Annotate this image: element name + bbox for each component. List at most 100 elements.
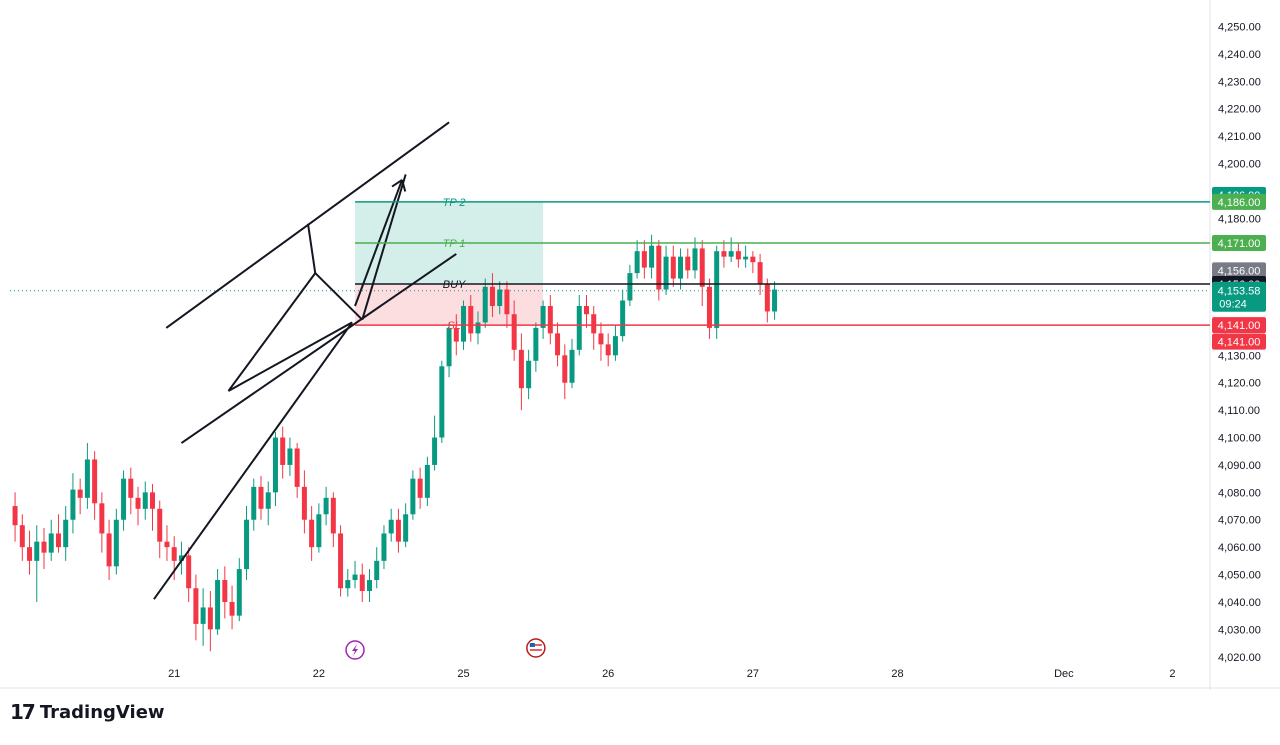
candle-body — [489, 286, 495, 306]
candle-body — [280, 437, 286, 465]
candle-body — [294, 448, 300, 487]
candle-body — [583, 305, 589, 315]
candle-body — [432, 437, 438, 465]
level-label-buy: BUY — [443, 279, 466, 291]
candle-body — [540, 305, 546, 328]
candle-body — [757, 262, 763, 285]
candle-body — [569, 349, 575, 383]
candle-body — [164, 541, 170, 548]
brand-name: TradingView — [39, 701, 165, 723]
candle-body — [330, 497, 336, 534]
price-axis-tag-label: 4,186.00 — [1218, 197, 1261, 209]
candle-body — [48, 533, 54, 553]
price-axis-tag-label: 4,141.00 — [1218, 337, 1261, 349]
y-tick-label: 4,200.00 — [1218, 158, 1261, 170]
y-tick-label: 4,030.00 — [1218, 624, 1261, 636]
candle-body — [475, 322, 481, 334]
last-price-label: 4,153.58 — [1218, 286, 1261, 298]
candle-body — [395, 519, 401, 542]
candle-body — [555, 333, 561, 356]
candle-body — [258, 486, 264, 509]
candle-body — [612, 336, 618, 356]
candle-body — [345, 580, 351, 589]
y-tick-label: 4,220.00 — [1218, 104, 1261, 116]
candle-body — [576, 305, 582, 350]
candle-body — [453, 327, 459, 342]
candle-body — [77, 489, 83, 498]
candle-body — [128, 478, 134, 498]
y-tick-label: 4,070.00 — [1218, 515, 1261, 527]
candle-body — [84, 459, 90, 498]
candle-body — [70, 489, 76, 520]
candle-body — [12, 506, 18, 526]
candle-body — [562, 355, 568, 383]
candle-body — [699, 248, 705, 287]
candle-body — [598, 333, 604, 345]
candle-body — [186, 555, 192, 589]
price-axis-tag-label: 4,141.00 — [1218, 320, 1261, 332]
candle-body — [424, 464, 430, 498]
candle-body — [649, 245, 655, 268]
candle-body — [663, 256, 669, 290]
candle-body — [121, 478, 127, 520]
candle-body — [728, 251, 734, 257]
countdown-label: 09:24 — [1219, 299, 1247, 311]
candle-body — [547, 305, 553, 334]
x-tick-label: 21 — [168, 668, 180, 680]
y-tick-label: 4,110.00 — [1218, 405, 1260, 417]
projection-arrow-head — [391, 179, 403, 188]
candle-body — [627, 273, 633, 301]
y-tick-label: 4,180.00 — [1218, 213, 1261, 225]
candle-body — [772, 289, 778, 312]
candle-body — [403, 514, 409, 542]
candle-body — [504, 289, 510, 315]
level-label-tp-2: TP 2 — [443, 197, 466, 209]
y-tick-label: 4,020.00 — [1218, 652, 1261, 664]
candle-body — [92, 459, 98, 504]
candle-body — [374, 560, 380, 581]
level-label-sl: SL — [447, 320, 460, 332]
x-tick-label: 27 — [747, 668, 759, 680]
y-tick-label: 4,210.00 — [1218, 131, 1261, 143]
candle-body — [706, 286, 712, 328]
candle-body — [19, 525, 25, 548]
x-tick-label: 2 — [1169, 668, 1175, 680]
candle-body — [656, 245, 662, 290]
price-axis-tag-label: 4,171.00 — [1218, 238, 1261, 250]
candle-body — [497, 289, 503, 306]
tradingview-mark-icon: 17 — [10, 700, 36, 724]
y-tick-label: 4,130.00 — [1218, 350, 1261, 362]
candle-body — [338, 533, 344, 589]
y-tick-label: 4,100.00 — [1218, 433, 1261, 445]
tradingview-logo: 17 TradingView — [10, 700, 165, 724]
candle-body — [106, 533, 112, 567]
candle-body — [135, 497, 141, 509]
y-tick-label: 4,090.00 — [1218, 460, 1261, 472]
candle-body — [207, 607, 213, 630]
candle-body — [236, 569, 242, 616]
candle-body — [27, 547, 33, 561]
x-tick-label: 25 — [457, 668, 469, 680]
candle-body — [272, 437, 278, 493]
trendline — [227, 321, 353, 392]
trendline — [180, 253, 457, 444]
candle-body — [193, 588, 199, 624]
candle-body — [309, 519, 315, 548]
lightning-glyph — [352, 644, 359, 656]
trendline — [307, 223, 317, 274]
candle-body — [63, 519, 69, 548]
candle-body — [620, 300, 626, 337]
candle-body — [764, 284, 770, 312]
candle-body — [287, 448, 293, 465]
candle-body — [142, 492, 148, 509]
trendline — [314, 272, 363, 321]
candle-body — [149, 492, 155, 509]
candle-body — [251, 486, 257, 520]
candle-body — [359, 574, 365, 592]
candle-body — [511, 314, 517, 350]
candle-body — [323, 497, 329, 515]
y-tick-label: 4,060.00 — [1218, 542, 1261, 554]
candle-body — [55, 533, 61, 548]
